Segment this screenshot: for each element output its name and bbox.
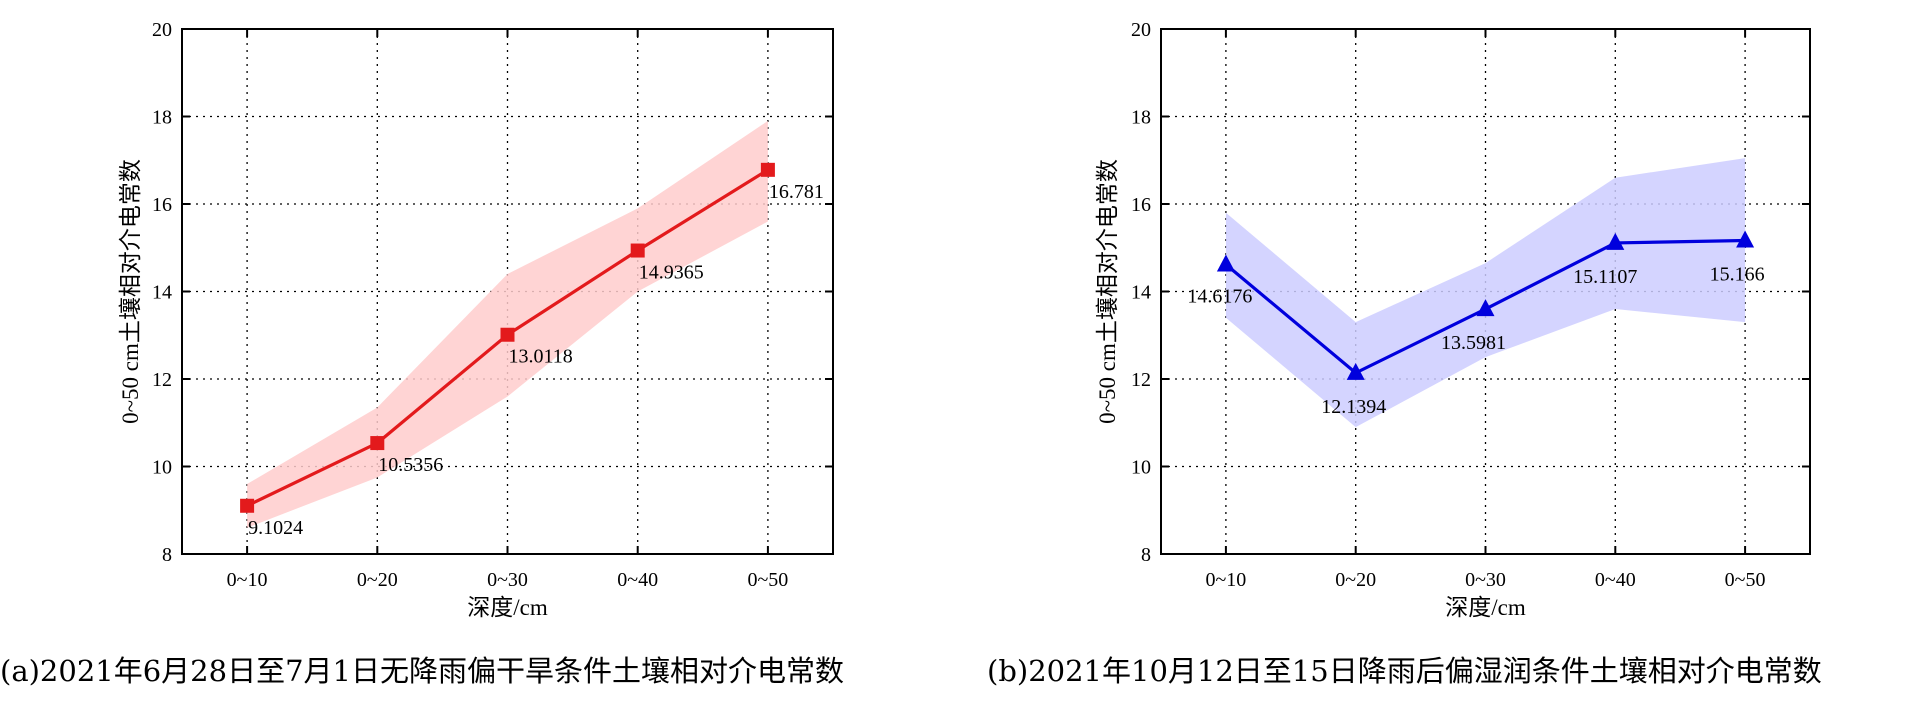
y-tick-label-6: 20 [1131,19,1151,41]
data-label-1: 12.1394 [1321,396,1386,418]
y-tick-label-0: 8 [162,544,172,566]
x-tick-label-3: 0~40 [617,569,658,591]
x-tick-label-1: 0~20 [357,569,398,591]
data-point-3 [630,243,645,258]
caption-b: (b)2021年10月12日至15日降雨后偏湿润条件土壤相对介电常数 [987,654,1822,688]
y-tick-label-0: 8 [1141,544,1151,566]
y-tick-label-5: 18 [1131,107,1151,129]
data-label-3: 15.1107 [1573,266,1637,288]
data-point-1 [370,436,385,451]
x-tick-label-4: 0~50 [747,569,788,591]
data-label-3: 14.9365 [639,262,704,284]
x-tick-label-3: 0~40 [1595,569,1636,591]
data-point-0 [1216,254,1235,272]
y-tick-label-3: 14 [1131,282,1151,304]
y-tick-label-6: 20 [152,19,172,41]
data-point-2 [1476,299,1495,317]
caption-a: (a)2021年6月28日至7月1日无降雨偏干旱条件土壤相对介电常数 [0,654,844,688]
data-point-4 [1736,230,1755,248]
x-tick-label-2: 0~30 [487,569,528,591]
x-tick-label-2: 0~30 [1465,569,1506,591]
y-axis-label: 0~50 cm土壤相对介电常数 [118,159,143,424]
chart-b: 14.6176 12.1394 13.5981 15.1107 15.166 8 10 12 1… [1095,19,1811,620]
y-tick-label-1: 10 [1131,457,1151,479]
y-tick-label-4: 16 [152,194,172,216]
data-point-0 [240,498,255,513]
y-tick-label-1: 10 [152,457,172,479]
x-tick-label-1: 0~20 [1335,569,1376,591]
data-label-2: 13.0118 [509,346,573,368]
x-axis-label: 深度/cm [1445,595,1526,620]
chart-a: 9.1024 10.5356 13.0118 14.9365 16.781 8 10 12 14… [118,19,834,620]
data-label-0: 14.6176 [1187,285,1252,307]
x-tick-label-4: 0~50 [1725,569,1766,591]
data-label-1: 10.5356 [378,454,443,476]
figure: 9.102410.535613.011814.936516.7818101214… [118,19,1811,620]
y-tick-label-4: 16 [1131,194,1151,216]
x-axis-label: 深度/cm [467,595,548,620]
x-tick-label-0: 0~10 [1205,569,1246,591]
data-point-1 [1346,362,1365,380]
data-point-4 [760,162,775,177]
data-point-3 [1606,232,1625,250]
data-label-4: 15.166 [1710,263,1765,285]
data-point-2 [500,327,515,342]
y-tick-label-5: 18 [152,107,172,129]
range-band [1225,158,1746,428]
data-label-0: 9.1024 [248,517,303,539]
y-tick-label-3: 14 [152,282,172,304]
y-axis-label: 0~50 cm土壤相对介电常数 [1095,159,1120,424]
data-label-2: 13.5981 [1441,332,1506,354]
range-band [247,120,768,528]
y-tick-label-2: 12 [1131,369,1151,391]
data-label-4: 16.781 [769,181,824,203]
x-tick-label-0: 0~10 [227,569,268,591]
y-tick-label-2: 12 [152,369,172,391]
